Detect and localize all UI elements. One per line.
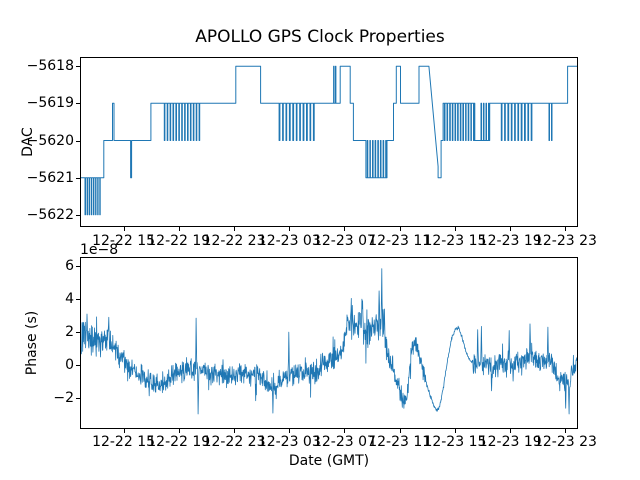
x-tick-label: 12-23 11 [368,434,432,450]
y-tick-mark [76,140,80,142]
y-tick-label: −2 [53,390,74,407]
x-tick-label: 12-23 19 [478,434,542,450]
x-tick-mark [565,227,567,231]
x-tick-label: 12-23 11 [368,233,432,249]
x-tick-mark [178,429,180,433]
x-tick-label: 12-22 23 [202,233,266,249]
x-tick-mark [178,227,180,231]
phase-axes [80,257,578,429]
y-tick-label: −5619 [26,95,74,112]
y-tick-label: 6 [65,258,74,275]
y-tick-mark [76,332,80,334]
dac-line-chart [81,65,577,216]
y-tick-mark [76,66,80,68]
y-tick-mark [76,299,80,301]
phase-line-chart [81,268,577,415]
x-tick-label: 12-22 23 [202,434,266,450]
x-tick-mark [565,429,567,433]
data-line [81,268,577,415]
y-tick-label: 2 [65,324,74,341]
y-tick-label: 4 [65,291,74,308]
x-tick-label: 12-23 07 [312,233,376,249]
x-tick-label: 12-23 15 [423,233,487,249]
x-tick-label: 12-22 15 [92,434,156,450]
y-tick-mark [76,103,80,105]
data-line [81,65,577,216]
x-tick-mark [454,227,456,231]
y-tick-mark [76,365,80,367]
x-tick-label: 12-23 03 [257,434,321,450]
x-tick-mark [399,227,401,231]
x-tick-label: 12-23 07 [312,434,376,450]
x-tick-label: 12-23 15 [423,434,487,450]
x-tick-mark [123,227,125,231]
x-tick-mark [289,227,291,231]
y-tick-label: −5621 [26,169,74,186]
y-tick-label: −5622 [26,206,74,223]
x-tick-label: 12-23 23 [533,233,597,249]
x-tick-mark [123,429,125,433]
y-tick-mark [76,177,80,179]
x-tick-label: 12-23 19 [478,233,542,249]
dac-axes [80,57,578,227]
x-tick-mark [399,429,401,433]
y-tick-mark [76,398,80,400]
x-tick-mark [289,429,291,433]
x-tick-label: 12-23 23 [533,434,597,450]
y-tick-label: 0 [65,357,74,374]
x-tick-label: 12-22 15 [92,233,156,249]
x-tick-mark [510,429,512,433]
phase-offset-text: 1e−8 [80,242,119,258]
x-tick-mark [454,429,456,433]
x-tick-label: 12-22 19 [147,233,211,249]
y-tick-mark [76,214,80,216]
x-tick-mark [234,429,236,433]
y-tick-mark [76,266,80,268]
x-tick-mark [234,227,236,231]
y-tick-label: −5618 [26,58,74,75]
figure-title: APOLLO GPS Clock Properties [195,27,445,47]
x-tick-label: 12-22 19 [147,434,211,450]
x-tick-label: 12-23 03 [257,233,321,249]
x-tick-mark [344,227,346,231]
x-tick-mark [344,429,346,433]
y-tick-label: −5620 [26,132,74,149]
x-tick-mark [510,227,512,231]
x-axis-label: Date (GMT) [288,453,370,469]
